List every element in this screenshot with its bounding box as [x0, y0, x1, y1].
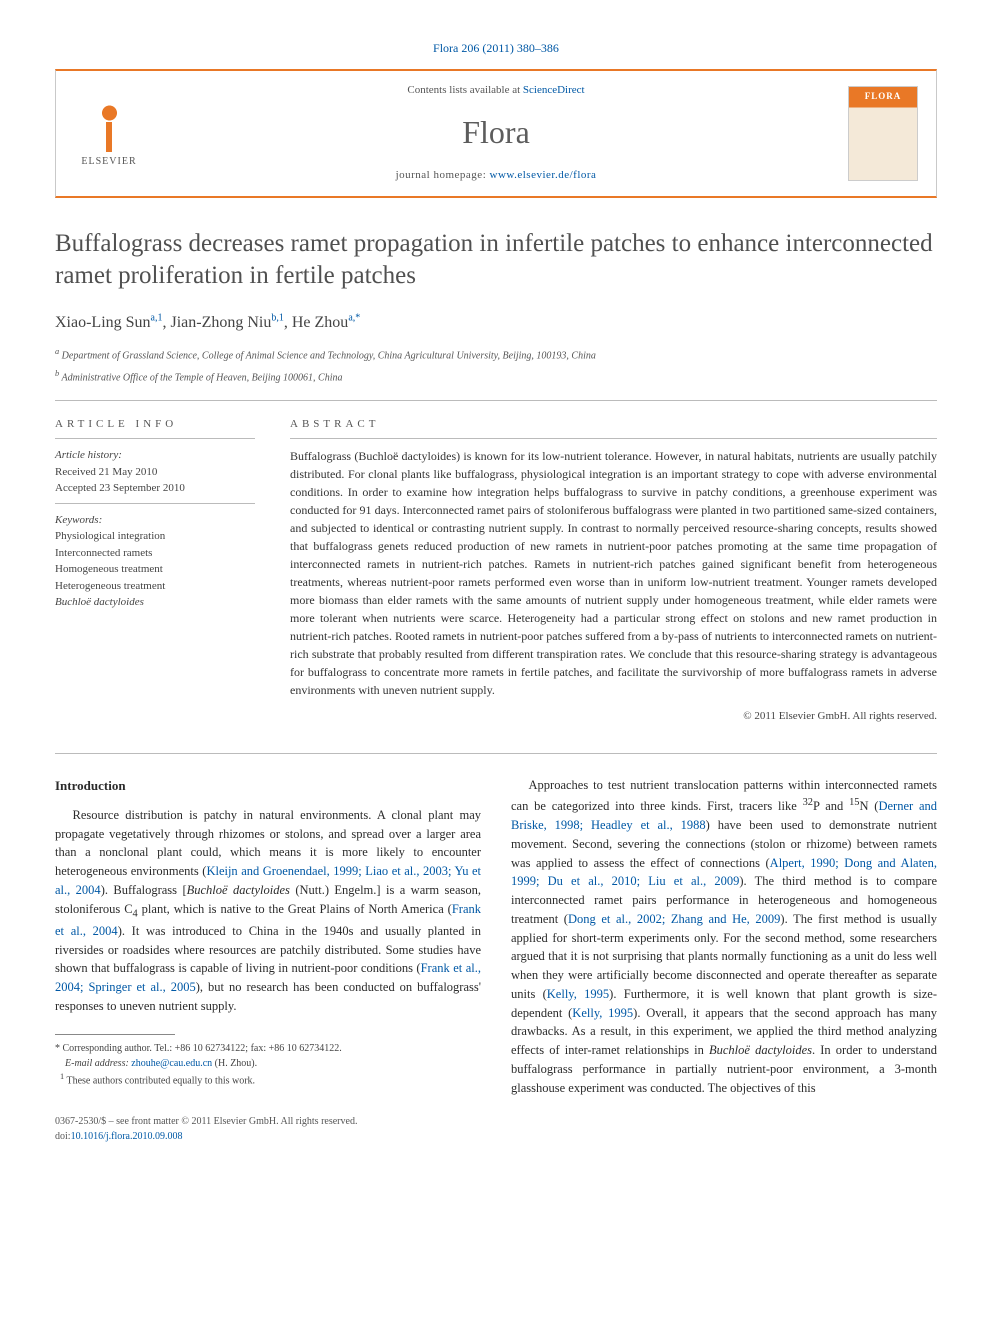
- front-matter-line: 0367-2530/$ – see front matter © 2011 El…: [55, 1115, 937, 1130]
- divider: [55, 400, 937, 401]
- affiliation-b: b Administrative Office of the Temple of…: [55, 368, 937, 386]
- email-link[interactable]: zhouhe@cau.edu.cn: [131, 1058, 212, 1069]
- elsevier-tree-icon: [82, 97, 137, 152]
- citation-link[interactable]: Frank et al., 2004; Springer et al., 200…: [55, 961, 481, 994]
- contents-prefix: Contents lists available at: [407, 84, 522, 96]
- email-suffix: (H. Zhou).: [212, 1058, 257, 1069]
- info-divider-1: [55, 438, 255, 439]
- doi-link[interactable]: 10.1016/j.flora.2010.09.008: [71, 1131, 183, 1142]
- homepage-prefix: journal homepage:: [396, 169, 490, 181]
- citation-link[interactable]: Dong et al., 2002; Zhang and He, 2009: [568, 912, 780, 926]
- doi-prefix: doi:: [55, 1131, 71, 1142]
- sciencedirect-link[interactable]: ScienceDirect: [523, 84, 585, 96]
- article-history-block: Article history: Received 21 May 2010 Ac…: [55, 447, 255, 497]
- footnote-ref-1b[interactable]: 1: [279, 312, 284, 323]
- citation-link[interactable]: Kelly, 1995: [572, 1006, 633, 1020]
- abstract-copyright: © 2011 Elsevier GmbH. All rights reserve…: [290, 709, 937, 725]
- header-citation: Flora 206 (2011) 380–386: [55, 40, 937, 57]
- keyword-item: Interconnected ramets: [55, 545, 255, 562]
- page: Flora 206 (2011) 380–386 ELSEVIER Conten…: [0, 0, 992, 1184]
- email-label: E-mail address:: [65, 1058, 131, 1069]
- abstract-text: Buffalograss (Buchloë dactyloides) is kn…: [290, 447, 937, 699]
- affil-b-text: Administrative Office of the Temple of H…: [62, 372, 343, 383]
- keywords-block: Keywords: Physiological integration Inte…: [55, 512, 255, 611]
- corresponding-author-note: * Corresponding author. Tel.: +86 10 627…: [55, 1041, 481, 1056]
- corresponding-ref[interactable]: *: [355, 312, 360, 323]
- introduction-heading: Introduction: [55, 776, 481, 796]
- journal-header-box: ELSEVIER Contents lists available at Sci…: [55, 69, 937, 197]
- affiliation-a: a Department of Grassland Science, Colle…: [55, 346, 937, 364]
- citation-link[interactable]: Flora 206 (2011) 380–386: [433, 41, 559, 55]
- abstract-label: ABSTRACT: [290, 417, 937, 433]
- intro-paragraph-1: Resource distribution is patchy in natur…: [55, 806, 481, 1016]
- email-line: E-mail address: zhouhe@cau.edu.cn (H. Zh…: [55, 1056, 481, 1071]
- footnotes-divider: [55, 1034, 175, 1035]
- affil-a-text: Department of Grassland Science, College…: [62, 350, 596, 361]
- affil-ref-a2[interactable]: a: [348, 312, 352, 323]
- keyword-item: Homogeneous treatment: [55, 561, 255, 578]
- history-received: Received 21 May 2010: [55, 464, 255, 481]
- intro-paragraph-2: Approaches to test nutrient translocatio…: [511, 776, 937, 1097]
- body-column-left: Introduction Resource distribution is pa…: [55, 776, 481, 1097]
- journal-cover-thumbnail[interactable]: [848, 86, 918, 181]
- abstract-divider: [290, 438, 937, 439]
- affil-ref-a[interactable]: a: [151, 312, 155, 323]
- keywords-heading: Keywords:: [55, 512, 255, 529]
- body-columns: Introduction Resource distribution is pa…: [55, 776, 937, 1097]
- elsevier-label: ELSEVIER: [81, 155, 136, 170]
- header-center: Contents lists available at ScienceDirec…: [144, 83, 848, 183]
- article-info-column: ARTICLE INFO Article history: Received 2…: [55, 417, 255, 726]
- footnotes-block: * Corresponding author. Tel.: +86 10 627…: [55, 1041, 481, 1088]
- info-divider-2: [55, 503, 255, 504]
- contents-list-line: Contents lists available at ScienceDirec…: [144, 83, 848, 99]
- citation-link[interactable]: Derner and Briske, 1998; Headley et al.,…: [511, 799, 937, 832]
- affil-ref-b[interactable]: b: [271, 312, 276, 323]
- body-column-right: Approaches to test nutrient translocatio…: [511, 776, 937, 1097]
- journal-name: Flora: [144, 109, 848, 155]
- article-info-label: ARTICLE INFO: [55, 417, 255, 433]
- keyword-item: Physiological integration: [55, 528, 255, 545]
- elsevier-logo[interactable]: ELSEVIER: [74, 97, 144, 170]
- equal-contribution-note: 1 These authors contributed equally to t…: [55, 1071, 481, 1088]
- article-title: Buffalograss decreases ramet propagation…: [55, 228, 937, 293]
- history-accepted: Accepted 23 September 2010: [55, 480, 255, 497]
- abstract-column: ABSTRACT Buffalograss (Buchloë dactyloid…: [290, 417, 937, 726]
- citation-link[interactable]: Kelly, 1995: [547, 987, 609, 1001]
- keyword-item: Buchloë dactyloides: [55, 594, 255, 611]
- footnote-ref-1[interactable]: 1: [158, 312, 163, 323]
- full-width-divider: [55, 753, 937, 754]
- history-heading: Article history:: [55, 447, 255, 464]
- footer-block: 0367-2530/$ – see front matter © 2011 El…: [55, 1115, 937, 1144]
- info-abstract-row: ARTICLE INFO Article history: Received 2…: [55, 417, 937, 726]
- citation-link[interactable]: Alpert, 1990; Dong and Alaten, 1999; Du …: [511, 856, 937, 889]
- citation-link[interactable]: Frank et al., 2004: [55, 902, 481, 938]
- journal-homepage-line: journal homepage: www.elsevier.de/flora: [144, 168, 848, 184]
- homepage-link[interactable]: www.elsevier.de/flora: [490, 169, 597, 181]
- authors-line: Xiao-Ling Suna,1, Jian-Zhong Niub,1, He …: [55, 311, 937, 334]
- doi-line: doi:10.1016/j.flora.2010.09.008: [55, 1130, 937, 1145]
- keyword-item: Heterogeneous treatment: [55, 578, 255, 595]
